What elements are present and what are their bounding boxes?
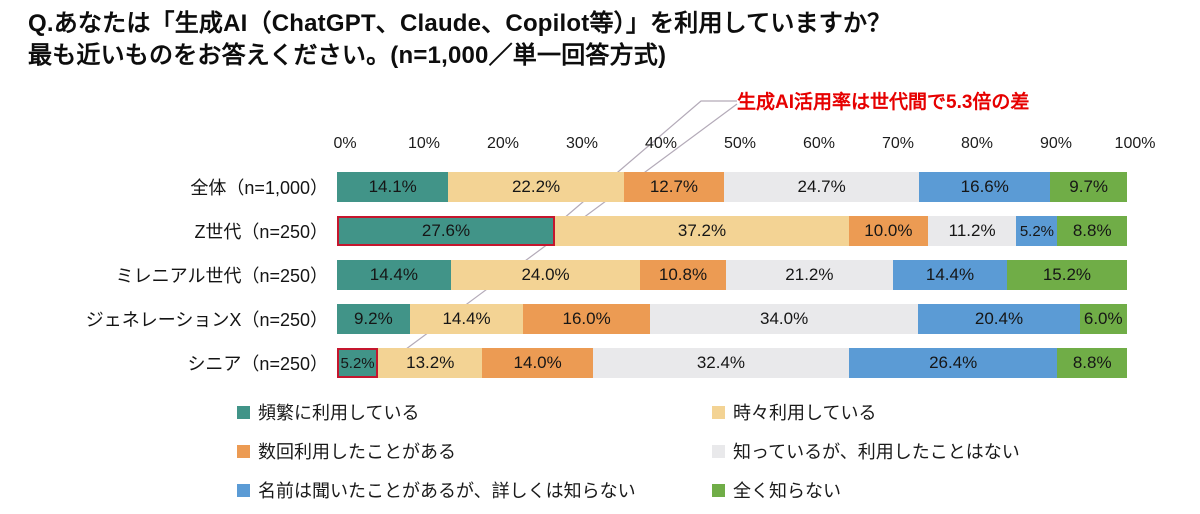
bar-segment: 16.6% — [919, 172, 1051, 202]
x-axis-tick: 50% — [723, 135, 757, 152]
stacked-bar: 9.2% 14.4% 16.0% 34.0% 20.4% 6.0% — [337, 304, 1127, 334]
bar-segment: 11.2% — [927, 216, 1017, 246]
bar-segment: 24.0% — [450, 260, 641, 290]
page-title: Q.あなたは「生成AI（ChatGPT、Claude、Copilot等）」を利用… — [28, 8, 891, 72]
category-label: 全体（n=1,000） — [190, 178, 328, 198]
chart-row: 全体（n=1,000） 14.1% 22.2% 12.7% 24.7% 16.6% 9.7% — [0, 172, 1127, 202]
chart-row: ミレニアル世代（n=250） 14.4% 24.0% 10.8% 21.2% 14.4% 1… — [0, 260, 1127, 290]
x-axis-tick: 40% — [644, 135, 678, 152]
bar-segment: 26.4% — [848, 348, 1058, 378]
bar-segment: 34.0% — [649, 304, 919, 334]
x-axis-tick: 20% — [486, 135, 520, 152]
x-axis: 0% 10% 20% 30% 40% 50% 60% 70% 80% 90% 100% — [333, 135, 1155, 155]
legend-label: 時々利用している — [733, 403, 877, 423]
bar-chart: 全体（n=1,000） 14.1% 22.2% 12.7% 24.7% 16.6% 9.7%… — [0, 172, 1127, 392]
bar-segment: 20.4% — [918, 304, 1080, 334]
legend-item: 時々利用している — [712, 399, 1020, 425]
chart-row: シニア（n=250） 5.2% 13.2% 14.0% 32.4% 26.4% 8.8% — [0, 348, 1127, 378]
legend-label: 知っているが、利用したことはない — [733, 442, 1020, 462]
legend-marker — [237, 483, 250, 497]
stacked-bar: 14.4% 24.0% 10.8% 21.2% 14.4% 15.2% — [337, 260, 1127, 290]
bar-segment: 14.4% — [337, 260, 451, 290]
x-axis-tick: 70% — [881, 135, 915, 152]
legend-item: 頻繁に利用している — [237, 399, 712, 425]
bar-segment: 5.2% — [337, 348, 379, 378]
x-axis-tick: 10% — [407, 135, 441, 152]
title-line-2: 最も近いものをお答えください。(n=1,000／単一回答方式) — [28, 41, 667, 69]
bar-segment: 14.4% — [409, 304, 524, 334]
bar-segment: 13.2% — [378, 348, 483, 378]
bar-segment: 8.8% — [1057, 348, 1127, 378]
bar-segment: 14.0% — [482, 348, 593, 378]
bar-segment: 12.7% — [623, 172, 725, 202]
bar-segment: 5.2% — [1016, 216, 1058, 246]
legend-marker — [712, 483, 725, 497]
legend-item: 数回利用したことがある — [237, 438, 712, 464]
x-axis-tick: 100% — [1114, 135, 1156, 152]
bar-segment: 6.0% — [1079, 304, 1127, 334]
chart-row: Z世代（n=250） 27.6% 37.2% 10.0% 11.2% 5.2% 8.8% — [0, 216, 1127, 246]
category-label: Z世代（n=250） — [194, 222, 328, 242]
stacked-bar: 27.6% 37.2% 10.0% 11.2% 5.2% 8.8% — [337, 216, 1127, 246]
legend-label: 全く知らない — [733, 481, 841, 501]
legend-label: 数回利用したことがある — [258, 442, 456, 462]
legend-marker — [237, 405, 250, 419]
bar-segment: 21.2% — [725, 260, 894, 290]
stacked-bar: 14.1% 22.2% 12.7% 24.7% 16.6% 9.7% — [337, 172, 1127, 202]
bar-segment: 15.2% — [1006, 260, 1127, 290]
bar-segment: 22.2% — [448, 172, 624, 202]
chart-legend: 頻繁に利用している 時々利用している数回利用したことがある 知っているが、利用したこ… — [237, 399, 1020, 503]
bar-segment: 32.4% — [592, 348, 849, 378]
x-axis-tick: 30% — [565, 135, 599, 152]
bar-segment: 10.8% — [640, 260, 726, 290]
bar-segment: 8.8% — [1057, 216, 1127, 246]
bar-segment: 9.2% — [337, 304, 410, 334]
title-line-1: Q.あなたは「生成AI（ChatGPT、Claude、Copilot等）」を利用… — [28, 10, 892, 37]
legend-item: 名前は聞いたことがあるが、詳しくは知らない — [237, 477, 712, 503]
bar-segment: 24.7% — [724, 172, 920, 202]
stacked-bar: 5.2% 13.2% 14.0% 32.4% 26.4% 8.8% — [337, 348, 1127, 378]
bar-segment: 27.6% — [337, 216, 556, 246]
x-axis-tick: 60% — [802, 135, 836, 152]
bar-segment: 10.0% — [848, 216, 928, 246]
legend-marker — [237, 444, 250, 458]
legend-label: 名前は聞いたことがあるが、詳しくは知らない — [258, 481, 636, 501]
annotation-text: 生成AI活用率は世代間で5.3倍の差 — [737, 92, 1030, 113]
category-label: シニア（n=250） — [187, 354, 328, 374]
bar-segment: 37.2% — [555, 216, 849, 246]
legend-label: 頻繁に利用している — [258, 403, 420, 423]
legend-marker — [712, 444, 725, 458]
bar-segment: 16.0% — [523, 304, 650, 334]
chart-row: ジェネレーションX（n=250） 9.2% 14.4% 16.0% 34.0% 20.4%… — [0, 304, 1127, 334]
category-label: ミレニアル世代（n=250） — [115, 266, 328, 286]
legend-item: 知っているが、利用したことはない — [712, 438, 1020, 464]
x-axis-tick: 0% — [333, 135, 357, 152]
legend-item: 全く知らない — [712, 477, 1020, 503]
legend-marker — [712, 405, 725, 419]
bar-segment: 14.1% — [337, 172, 449, 202]
category-label: ジェネレーションX（n=250） — [85, 310, 328, 330]
bar-segment: 9.7% — [1050, 172, 1127, 202]
x-axis-tick: 80% — [960, 135, 994, 152]
bar-segment: 14.4% — [893, 260, 1007, 290]
x-axis-tick: 90% — [1039, 135, 1073, 152]
